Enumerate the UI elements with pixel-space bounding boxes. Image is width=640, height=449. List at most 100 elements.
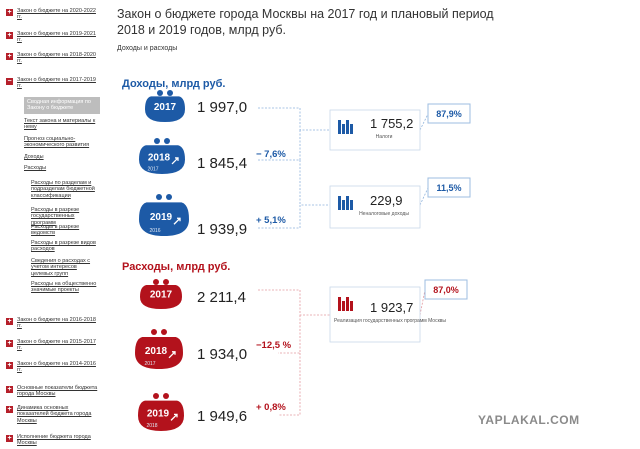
purse-clasp [154,138,160,144]
source-icon [346,297,349,311]
source-value: 229,9 [370,193,403,208]
toggle-icon[interactable]: + [6,318,13,325]
toggle-icon[interactable]: + [6,386,13,393]
nav-sublink[interactable]: Расходы по разделам и подразделам бюджет… [31,180,95,199]
year-value: 1 997,0 [197,99,247,116]
purse-clasp [161,329,167,335]
year-value: 1 939,9 [197,221,247,238]
page-title: Закон о бюджете города Москвы на 2017 го… [117,7,494,37]
nav-link[interactable]: Закон о бюджете на 2017-2019 гг. [17,77,96,90]
toggle-icon[interactable]: + [6,406,13,413]
purse-year: 2018 [148,152,171,163]
purse-clasp [156,194,162,200]
nav-link[interactable]: Закон о бюджете на 2016-2018 гг. [17,317,96,330]
trend-arrow [171,157,179,165]
year-value: 1 845,4 [197,155,247,172]
toggle-icon[interactable]: + [6,32,13,39]
purse-clasp [153,393,159,399]
share-value: 87,9% [436,109,462,119]
year-change: − 7,6% [256,149,286,160]
nav-link[interactable]: Закон о бюджете на 2020-2022 гг. [17,8,96,21]
year-value: 1 949,6 [197,408,247,425]
purse-base-year: 2017 [144,361,155,367]
toggle-icon[interactable]: − [6,78,13,85]
toggle-icon[interactable]: + [6,362,13,369]
purse-year: 2017 [150,290,173,301]
purse [139,202,189,236]
source-label: Реализация государственных программ Моск… [334,318,446,324]
source-label: Неналоговые доходы [359,211,409,217]
section-heading: Расходы, млрд руб. [122,261,230,273]
nav-link[interactable]: Основные показатели бюджета города Москв… [17,385,98,398]
source-icon [342,200,345,210]
share-value: 11,5% [436,183,461,193]
source-icon [346,120,349,134]
source-value: 1 755,2 [370,116,413,131]
purse-year: 2018 [145,346,168,357]
purse-clasp [167,90,173,96]
source-icon [346,196,349,210]
purse-year: 2019 [147,409,170,420]
share-box [427,103,471,124]
purse-year: 2019 [150,212,173,223]
purse [135,337,183,369]
purse [145,96,185,122]
toggle-icon[interactable]: + [6,9,13,16]
purse-clasp [163,393,169,399]
year-value: 1 934,0 [197,346,247,363]
nav-sublink[interactable]: Прогноз социально-экономического развити… [24,136,90,149]
nav-sublink[interactable]: Расходы [24,165,47,171]
source-value: 1 923,7 [370,300,413,315]
purse-base-year: 2017 [147,166,158,172]
purse-clasp [163,279,169,285]
source-icon [338,120,341,134]
purse-clasp [151,329,157,335]
purse-clasp [166,194,172,200]
nav-sublink[interactable]: Расходы на общественно значимые проекты [31,281,97,294]
trend-arrow [168,351,176,359]
purse-base-year: 2018 [146,423,157,429]
nav-link[interactable]: Закон о бюджете на 2014-2016 гг. [17,361,96,374]
nav-link[interactable]: Исполнение бюджета города Москвы [17,434,91,447]
nav-sublink[interactable]: Сведения о расходах с учетом интересов ц… [31,258,91,277]
source-icon [350,200,353,210]
nav-link[interactable]: Динамика основных показателей бюджета го… [17,405,92,424]
section-heading: Доходы, млрд руб. [122,78,225,90]
nav-link[interactable]: Закон о бюджете на 2015-2017 гг. [17,339,96,352]
purse-clasp [164,138,170,144]
connectors [258,107,429,229]
year-change: −12,5 % [256,340,292,351]
purse-year: 2017 [154,102,177,113]
year-value: 2 211,4 [197,289,246,306]
purse-clasp [157,90,163,96]
nav-active[interactable]: Сводная информация по Закону о бюджете [24,97,100,114]
year-change: + 0,8% [256,402,286,413]
share-box [427,177,471,198]
purse [138,400,184,431]
toggle-icon[interactable]: + [6,435,13,442]
share-value: 87,0% [433,285,459,295]
share-box [424,279,468,300]
watermark: YAPLAKAL.COM [478,413,580,427]
nav-sublink[interactable]: Расходы в разрезе ведомств [31,224,80,237]
nav-sublink[interactable]: Текст закона и материалы к нему [24,118,96,131]
nav-link[interactable]: Закон о бюджете на 2018-2020 гг. [17,52,96,65]
nav-link[interactable]: Закон о бюджете на 2019-2021 гг. [17,31,96,44]
nav-sublink[interactable]: Расходы в разрезе государственных програ… [31,207,80,226]
source-icon [338,297,341,311]
nav-sublink[interactable]: Доходы [24,154,44,160]
purse-base-year: 2016 [149,228,160,234]
source-icon [338,196,341,210]
source-icon [350,124,353,134]
nav-sublink[interactable]: Расходы в разрезе видов расходов [31,240,96,253]
toggle-icon[interactable]: + [6,53,13,60]
toggle-icon[interactable]: + [6,340,13,347]
purse-clasp [153,279,159,285]
source-icon [350,301,353,311]
purse [140,285,182,309]
source-icon [342,301,345,311]
year-change: + 5,1% [256,215,286,226]
source-label: Налоги [376,134,393,140]
trend-arrow [170,413,178,421]
